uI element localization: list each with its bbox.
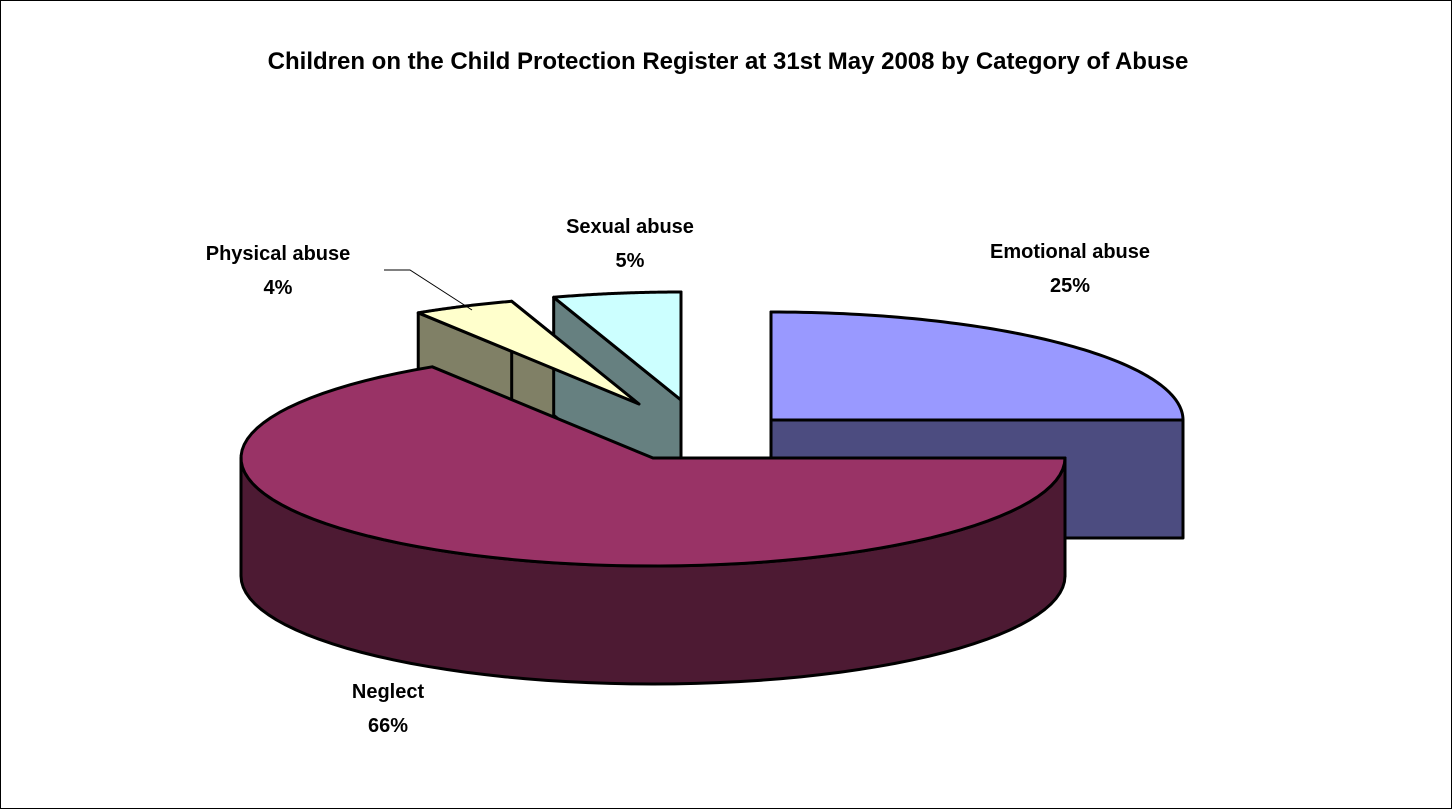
data-labels: Emotional abuse 25% Neglect 66% Physical abu…: [206, 216, 1150, 737]
label-name-physical-abuse: Physical abuse: [206, 243, 351, 265]
pie-tops: [239, 290, 1185, 568]
slice-sexual-abuse: [552, 290, 683, 402]
label-value-physical-abuse: 4%: [264, 277, 293, 299]
chart-title: Children on the Child Protection Registe…: [267, 48, 1189, 75]
label-name-neglect: Neglect: [352, 681, 425, 703]
label-name-emotional-abuse: Emotional abuse: [990, 241, 1150, 263]
label-value-sexual-abuse: 5%: [616, 250, 645, 272]
slice-physical-abuse: [416, 299, 641, 406]
slice-neglect: [239, 365, 1067, 568]
label-value-emotional-abuse: 25%: [1050, 275, 1090, 297]
leader-line-physical-abuse: [384, 269, 473, 311]
slice-emotional-abuse: [769, 310, 1185, 422]
label-name-sexual-abuse: Sexual abuse: [566, 216, 694, 238]
label-value-neglect: 66%: [368, 715, 408, 737]
